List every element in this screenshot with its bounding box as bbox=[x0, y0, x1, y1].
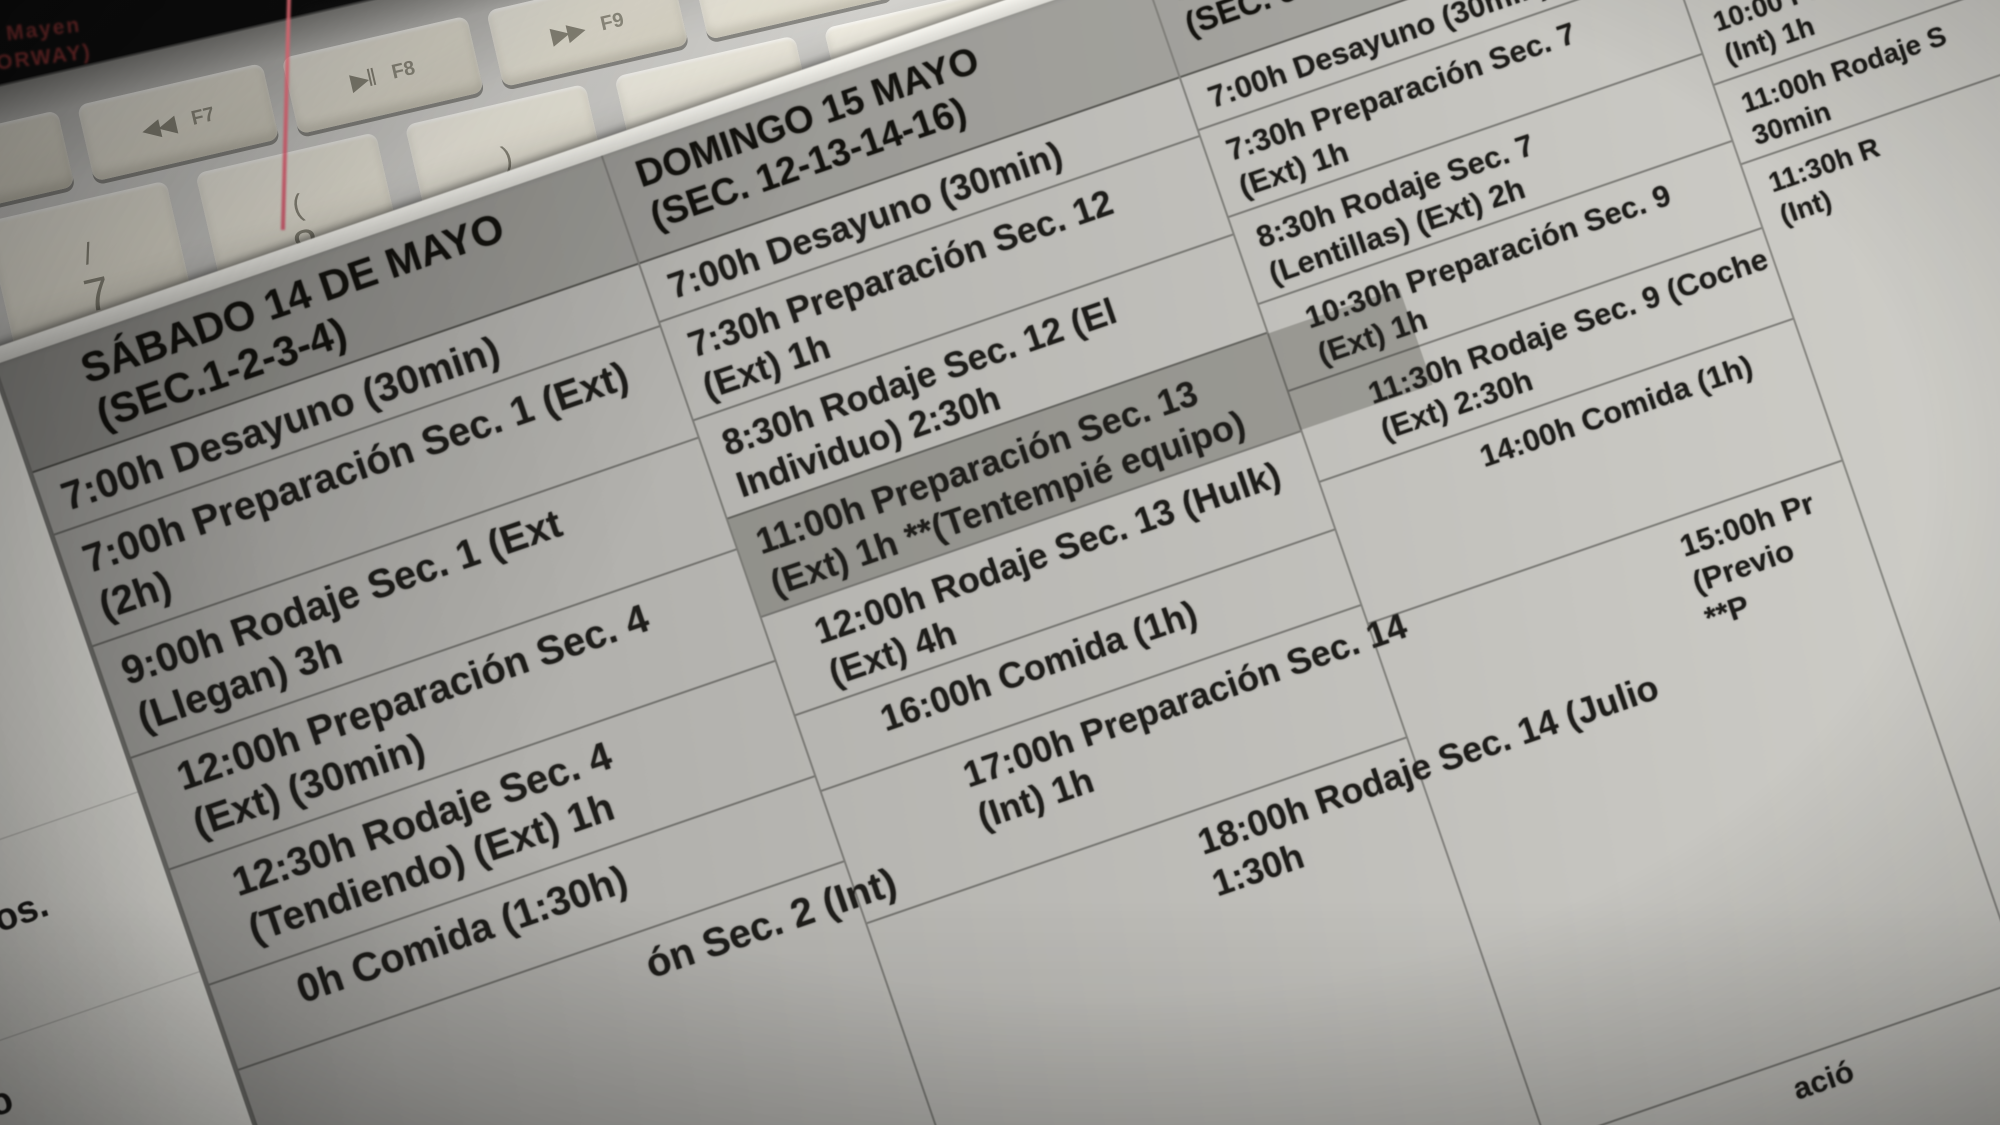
key-label: F9 bbox=[598, 8, 626, 35]
key-label: F7 bbox=[189, 102, 217, 130]
play-pause-icon: ▶‖ bbox=[347, 63, 378, 96]
margin-fragment: nos. bbox=[0, 883, 54, 949]
margin-fragment: o bbox=[0, 1078, 19, 1125]
key-shift-glyph: / bbox=[80, 237, 96, 272]
key-label: F8 bbox=[389, 56, 418, 84]
rewind-icon: ◀◀ bbox=[138, 110, 178, 144]
row-divider bbox=[0, 971, 200, 1087]
key-shift-glyph: ( bbox=[288, 188, 307, 224]
fast-forward-icon: ▶▶ bbox=[548, 15, 587, 50]
